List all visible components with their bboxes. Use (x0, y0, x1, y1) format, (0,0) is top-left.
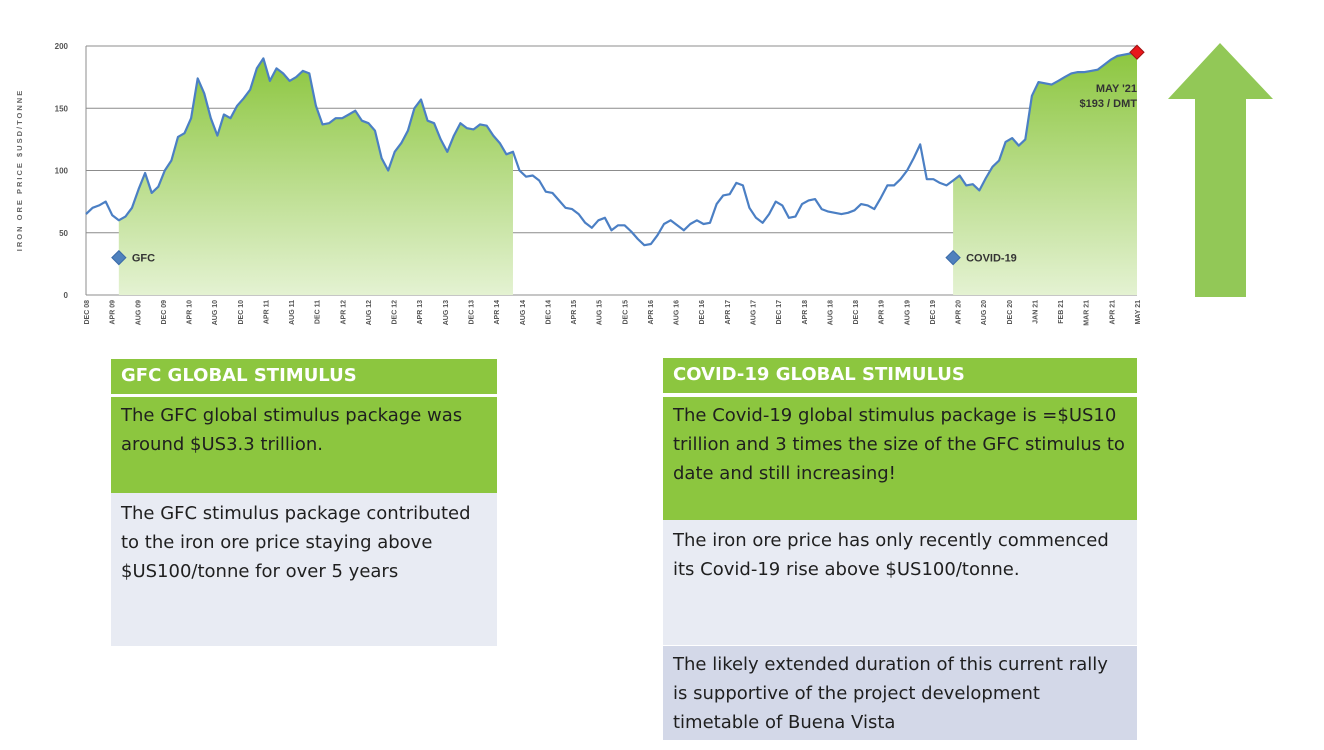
gfc-stimulus-amount-text: The GFC global stimulus package was arou… (111, 397, 497, 493)
x-tick-label: AUG 17 (751, 300, 758, 325)
x-tick-label: AUG 19 (904, 300, 911, 325)
x-tick-label: MAY 21 (1135, 300, 1142, 325)
x-tick-label: AUG 13 (443, 300, 450, 325)
x-tick-label: APR 17 (725, 300, 732, 325)
x-tick-label: AUG 14 (520, 300, 527, 325)
x-tick-label: AUG 12 (366, 300, 373, 325)
x-tick-label: AUG 09 (135, 300, 142, 325)
x-tick-label: DEC 19 (930, 300, 937, 325)
x-tick-label: DEC 15 (622, 300, 629, 325)
area-fill-covid-19 (953, 52, 1137, 296)
y-tick-label: 50 (59, 229, 68, 238)
area-fill-gfc (118, 58, 514, 296)
x-tick-label: DEC 16 (699, 300, 706, 325)
latest-price-point (1129, 44, 1145, 60)
y-tick-label: 200 (55, 42, 69, 51)
x-tick-label: APR 14 (494, 300, 501, 325)
x-tick-label: DEC 08 (84, 300, 91, 325)
x-tick-label: DEC 18 (853, 300, 860, 325)
x-tick-label: APR 10 (187, 300, 194, 325)
x-tick-label: AUG 16 (674, 300, 681, 325)
x-tick-label: DEC 20 (1007, 300, 1014, 325)
x-tick-label: AUG 15 (597, 300, 604, 325)
x-tick-label: DEC 10 (238, 300, 245, 325)
callout-price: $193 / DMT (1080, 98, 1138, 110)
gfc-stimulus-header: GFC GLOBAL STIMULUS (111, 359, 497, 394)
y-tick-label: 0 (64, 291, 69, 300)
x-tick-label: APR 12 (340, 300, 347, 325)
price-series-line (85, 51, 1138, 247)
x-tick-label: AUG 11 (289, 300, 296, 325)
x-tick-label: APR 21 (1109, 300, 1116, 325)
x-tick-label: DEC 12 (392, 300, 399, 325)
x-tick-label: APR 11 (263, 300, 270, 324)
x-tick-label: JAN 21 (1033, 300, 1040, 324)
x-tick-label: AUG 10 (212, 300, 219, 325)
x-tick-label: APR 15 (571, 300, 578, 325)
covid-stimulus-amount-text: The Covid-19 global stimulus package is … (663, 397, 1137, 520)
x-tick-label: AUG 18 (827, 300, 834, 325)
x-tick-label: MAR 21 (1084, 300, 1091, 326)
covid-stimulus-header: COVID-19 GLOBAL STIMULUS (663, 358, 1137, 393)
x-tick-label: APR 09 (110, 300, 117, 325)
y-tick-label: 150 (55, 104, 69, 113)
y-axis-title: IRON ORE PRICE $USD/TONNE (15, 89, 24, 251)
covid-rally-duration-text: The likely extended duration of this cur… (663, 646, 1137, 740)
x-tick-label: DEC 11 (315, 300, 322, 324)
x-tick-label: DEC 09 (161, 300, 168, 325)
marker-covid-19-diamond (945, 249, 961, 266)
y-tick-label: 100 (55, 167, 69, 176)
marker-gfc-diamond (111, 249, 127, 266)
x-tick-label: APR 16 (648, 300, 655, 325)
x-tick-label: APR 20 (956, 300, 963, 325)
chart-svg: 0 50 100 150 200 IRON ORE PRICE $USD/TONNE DE… (15, 42, 1273, 326)
gfc-stimulus-effect-text: The GFC stimulus package contributed to … (111, 493, 497, 646)
x-tick-label: APR 13 (417, 300, 424, 325)
x-tick-label: DEC 13 (469, 300, 476, 325)
up-arrow-icon (1168, 43, 1273, 297)
x-tick-label: FEB 21 (1058, 300, 1065, 324)
x-tick-label: AUG 20 (981, 300, 988, 325)
marker-label-gfc: GFC (132, 253, 155, 265)
marker-label-covid-19: COVID-19 (966, 253, 1017, 265)
covid-price-rise-text: The iron ore price has only recently com… (663, 520, 1137, 645)
x-tick-label: APR 19 (879, 300, 886, 325)
callout-date: MAY '21 (1096, 83, 1137, 95)
x-tick-label: DEC 17 (776, 300, 783, 325)
x-tick-label: APR 18 (802, 300, 809, 325)
x-tick-label: DEC 14 (545, 300, 552, 325)
iron-ore-chart: 0 50 100 150 200 IRON ORE PRICE $USD/TONNE DE… (0, 0, 1324, 360)
